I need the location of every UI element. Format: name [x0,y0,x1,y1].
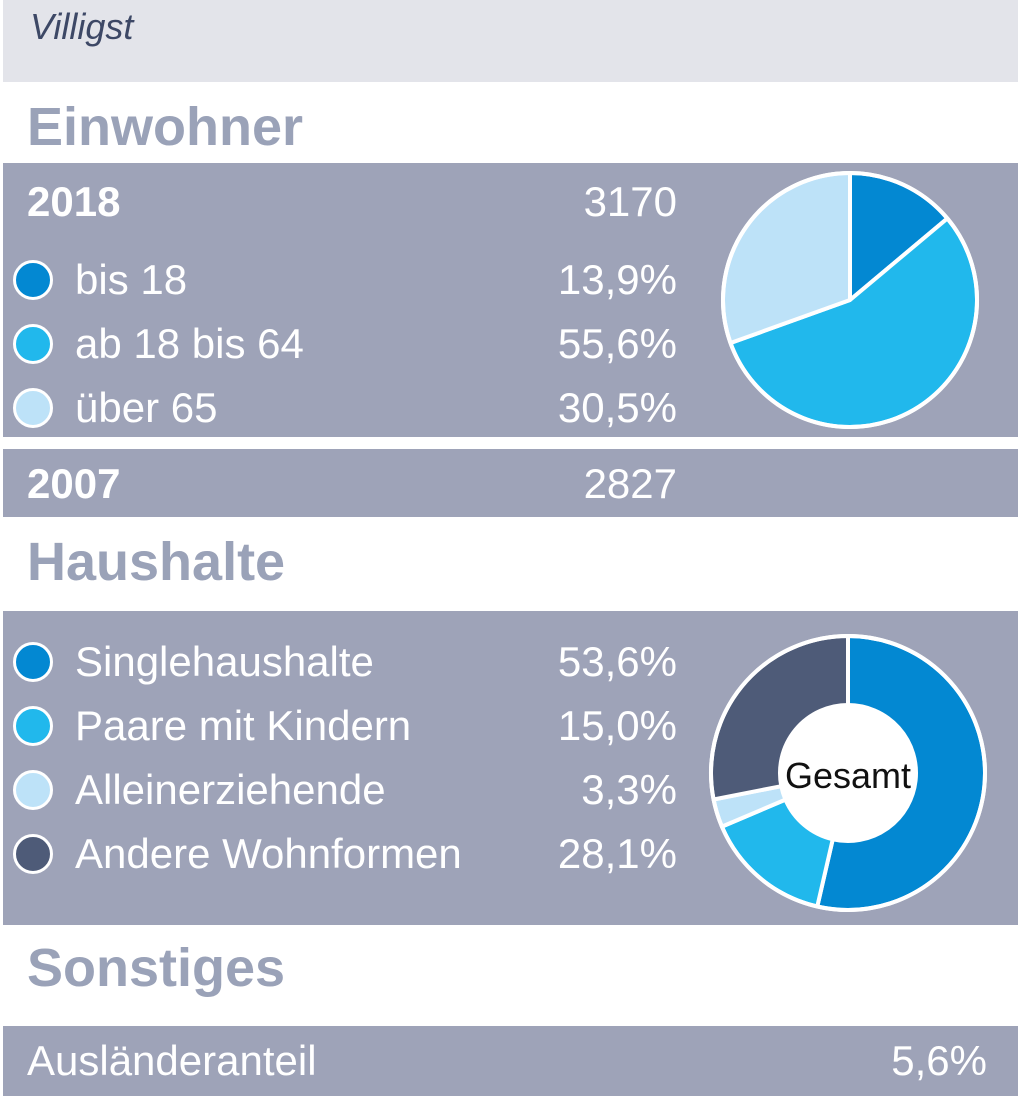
legend-label: bis 18 [75,256,188,303]
legend-value: 53,6% [557,638,677,685]
legend-label: Singlehaushalte [75,638,374,685]
total-previous: 2827 [583,460,677,507]
donut-center-label: Gesamt [785,755,911,796]
total-current: 3170 [583,178,677,225]
household-donut-chart: Gesamt [709,634,987,912]
legend-value: 13,9% [557,256,677,303]
legend-label: Paare mit Kindern [75,702,412,749]
legend-value: 55,6% [557,320,677,367]
legend-dot-icon [13,642,53,682]
sonstiges-panel: Ausländeranteil 5,6% [3,1026,1018,1096]
auslaenderanteil-label: Ausländeranteil [27,1037,317,1084]
section-title-sonstiges: Sonstiges [27,938,286,998]
household-donut-outline [709,634,987,912]
legend-dot-icon [13,388,53,428]
legend-value: 15,0% [557,702,677,749]
haushalte-panel: Singlehaushalte 53,6% Paare mit Kindern … [3,611,1018,925]
auslaenderanteil-value: 5,6% [891,1037,987,1084]
location-title: Villigst [30,6,134,47]
donut-center [780,705,916,841]
legend-dot-icon [13,834,53,874]
legend-dot-icon [13,706,53,746]
einwohner-previous-panel: 2007 2827 [3,449,1018,517]
legend-dot-icon [13,324,53,364]
legend-value: 28,1% [557,830,677,877]
legend-label: Andere Wohnformen [75,830,462,877]
year-current: 2018 [27,178,121,225]
year-previous: 2007 [27,460,121,507]
age-pie-outline [721,171,979,429]
einwohner-panel: 2018 3170 bis 18 13,9% ab 18 bis 64 55,6… [3,163,1018,437]
location-header: Villigst [3,0,1018,82]
legend-label: Alleinerziehende [75,766,386,813]
section-title-haushalte: Haushalte [27,532,286,592]
age-pie-chart [721,171,979,429]
section-title-einwohner: Einwohner [27,97,304,157]
legend-dot-icon [13,770,53,810]
legend-label: ab 18 bis 64 [75,320,304,367]
legend-value: 3,3% [581,766,677,813]
legend-dot-icon [13,260,53,300]
legend-label: über 65 [75,384,218,431]
legend-value: 30,5% [557,384,677,431]
